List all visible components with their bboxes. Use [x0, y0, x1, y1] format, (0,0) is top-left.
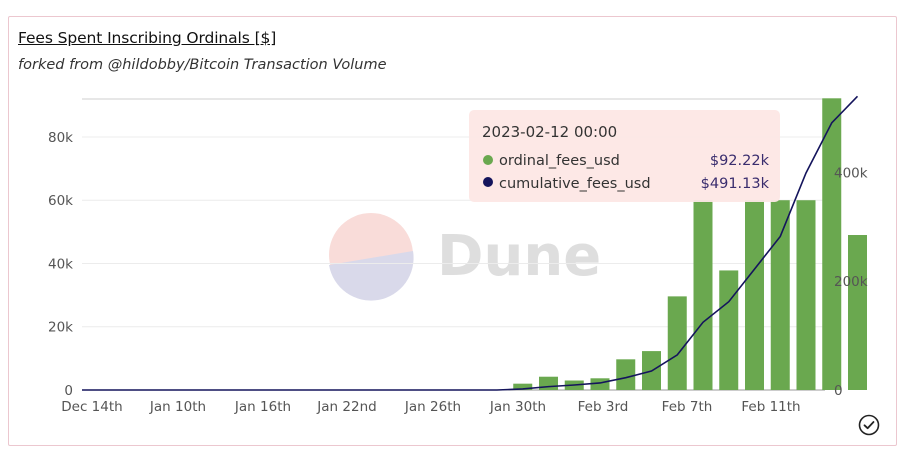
x-tick-label: Jan 30th: [489, 399, 546, 415]
tooltip-series-name: ordinal_fees_usd: [499, 153, 620, 169]
watermark-text: Dune: [437, 224, 601, 289]
dune-watermark: Dune: [329, 213, 601, 301]
x-axis: Dec 14th Jan 10th Jan 16th Jan 22nd Jan 26th…: [61, 399, 800, 415]
left-y-tick-label: 80k: [48, 130, 73, 146]
right-y-tick-label: 400k: [834, 165, 868, 181]
x-tick-label: Jan 26th: [404, 399, 461, 415]
bar-2023-02-04: [616, 359, 636, 390]
x-tick-label: Jan 22nd: [316, 399, 376, 415]
bar-2023-02-06: [667, 296, 687, 390]
x-tick-label: Jan 10th: [149, 399, 206, 415]
tooltip-background: [469, 110, 780, 202]
check-circle-icon[interactable]: [858, 414, 880, 436]
tooltip-dot-ordinal: [483, 155, 493, 165]
bar-2023-02-03: [590, 378, 610, 390]
cumulative-line: [82, 95, 859, 391]
left-y-tick-label: 60k: [48, 193, 73, 209]
bar-2023-02-10: [770, 200, 790, 390]
tooltip-series-value: $491.13k: [701, 176, 770, 192]
bar-2023-02-08: [719, 270, 739, 390]
tooltip-date: 2023-02-12 00:00: [482, 123, 617, 141]
left-y-tick-label: 0: [64, 383, 73, 399]
left-y-tick-label: 40k: [48, 256, 73, 272]
bar-2023-02-12: [822, 98, 842, 390]
bar-2023-02-09: [745, 200, 764, 390]
bar-2023-02-13: [848, 235, 867, 390]
x-tick-label: Feb 3rd: [578, 399, 629, 415]
tooltip: 2023-02-12 00:00 ordinal_fees_usd $92.22…: [469, 110, 780, 202]
tooltip-dot-cumulative: [483, 177, 493, 187]
left-y-tick-label: 20k: [48, 320, 73, 336]
line-series: [82, 95, 859, 391]
tooltip-series-name: cumulative_fees_usd: [499, 176, 651, 192]
right-y-tick-label: 0: [834, 383, 843, 399]
chart-title[interactable]: Fees Spent Inscribing Ordinals [$]: [18, 29, 277, 47]
bar-2023-02-11: [796, 200, 816, 390]
x-tick-label: Feb 11th: [741, 399, 800, 415]
bar-2023-01-31: [513, 383, 533, 390]
x-tick-label: Feb 7th: [662, 399, 713, 415]
bar-2023-02-07: [693, 200, 713, 390]
chart-subtitle: forked from @hildobby/Bitcoin Transactio…: [18, 57, 387, 73]
x-tick-label: Jan 16th: [234, 399, 291, 415]
right-y-axis: 0 200k 400k: [834, 165, 868, 399]
x-tick-label: Dec 14th: [61, 399, 122, 415]
bar-series: [513, 98, 867, 390]
tooltip-series-value: $92.22k: [710, 153, 770, 169]
right-y-tick-label: 200k: [834, 274, 868, 290]
left-y-axis: 0 20k 40k 60k 80k: [48, 130, 73, 399]
